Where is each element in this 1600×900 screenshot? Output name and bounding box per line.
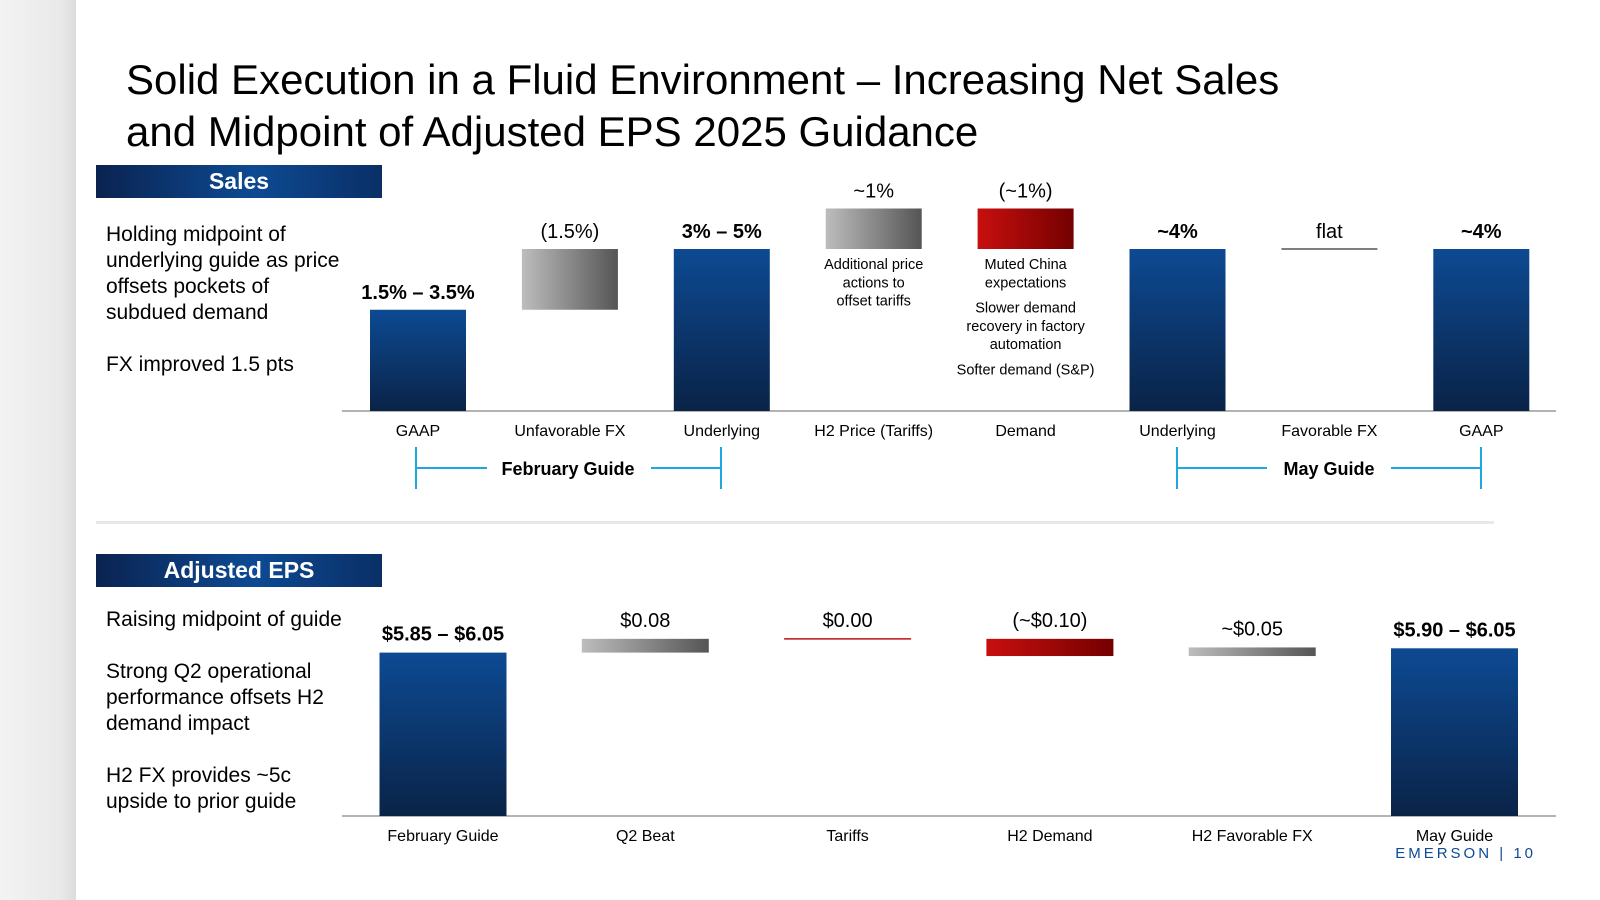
sales-category-label-5: Demand (995, 423, 1055, 440)
eps-desc-1: Raising midpoint of guide (106, 608, 342, 631)
sales-description: Holding midpoint of underlying guide as … (106, 222, 346, 404)
title-line-1: Solid Execution in a Fluid Environment –… (126, 56, 1280, 103)
sales-note-4-1: Additional price (824, 257, 923, 273)
eps-value-label-3: $0.00 (823, 610, 873, 632)
eps-bar-5 (1188, 647, 1316, 657)
may-guide-bracket: May Guide (1176, 447, 1482, 489)
sales-value-label-7: flat (1316, 221, 1343, 243)
sales-note-5-5: automation (990, 337, 1062, 353)
page-title: Solid Execution in a Fluid Environment –… (126, 54, 1426, 158)
eps-category-label-5: H2 Favorable FX (1192, 828, 1313, 845)
footer-separator: | (1499, 845, 1514, 862)
sales-category-label-3: Underlying (684, 423, 760, 440)
eps-bar-1 (379, 652, 507, 816)
title-line-2: and Midpoint of Adjusted EPS 2025 Guidan… (126, 108, 979, 155)
eps-category-label-4: H2 Demand (1007, 828, 1092, 845)
eps-category-label-6: May Guide (1416, 828, 1493, 845)
sales-note-4-3: offset tariffs (836, 294, 910, 310)
sales-value-label-2: (1.5%) (540, 221, 599, 243)
footer-brand: EMERSON | 10 (1395, 845, 1536, 862)
sales-note-5-2: expectations (985, 275, 1066, 291)
sales-bar-3 (673, 249, 770, 411)
sales-note-4-2: actions to (843, 275, 905, 291)
sales-category-label-7: Favorable FX (1281, 423, 1377, 440)
may-guide-label: May Guide (1283, 459, 1374, 479)
eps-bar-6 (1391, 648, 1518, 816)
left-margin-strip (0, 0, 76, 900)
eps-category-label-2: Q2 Beat (616, 828, 675, 845)
eps-value-label-4: (~$0.10) (1012, 610, 1087, 632)
sales-category-label-2: Unfavorable FX (514, 423, 625, 440)
footer-page-number: 10 (1513, 845, 1536, 862)
sales-note-5-6: Softer demand (S&P) (957, 363, 1095, 379)
sales-value-label-1: 1.5% – 3.5% (361, 282, 475, 304)
eps-category-label-3: Tariffs (826, 828, 868, 845)
sales-category-label-6: Underlying (1139, 423, 1215, 440)
eps-value-label-6: $5.90 – $6.05 (1393, 619, 1515, 641)
sales-note-5-1: Muted China (984, 257, 1067, 273)
footer-brand-name: EMERSON (1395, 845, 1493, 862)
eps-bar-4 (986, 638, 1114, 657)
sales-value-label-4: ~1% (853, 181, 894, 203)
sales-bar-6 (1129, 249, 1226, 411)
sales-section-header: Sales (96, 165, 382, 198)
sales-category-label-4: H2 Price (Tariffs) (814, 423, 933, 440)
sales-bar-2 (521, 249, 618, 310)
sales-category-label-1: GAAP (396, 423, 440, 440)
eps-section-header: Adjusted EPS (96, 554, 382, 587)
sales-bar-8 (1433, 249, 1530, 411)
february-guide-bracket: February Guide (415, 447, 722, 489)
eps-description: Raising midpoint of guide Strong Q2 oper… (106, 607, 356, 841)
eps-desc-2: Strong Q2 operational performance offset… (106, 660, 324, 735)
sales-value-label-6: ~4% (1157, 221, 1198, 243)
sales-note-5-3: Slower demand (975, 301, 1076, 317)
eps-value-label-1: $5.85 – $6.05 (382, 624, 504, 646)
sales-desc-1: Holding midpoint of underlying guide as … (106, 223, 340, 324)
section-divider (96, 521, 1494, 524)
sales-value-label-8: ~4% (1461, 221, 1502, 243)
sales-bar-5 (977, 208, 1074, 249)
eps-value-label-2: $0.08 (620, 610, 670, 632)
sales-desc-2: FX improved 1.5 pts (106, 353, 294, 376)
sales-bar-1 (370, 309, 466, 411)
sales-value-label-3: 3% – 5% (682, 221, 762, 243)
eps-category-label-1: February Guide (387, 828, 498, 845)
eps-value-label-5: ~$0.05 (1221, 618, 1283, 640)
sales-category-label-8: GAAP (1459, 423, 1503, 440)
february-guide-label: February Guide (501, 459, 634, 479)
eps-bar-2 (581, 638, 709, 653)
sales-bar-4 (825, 208, 922, 249)
eps-desc-3: H2 FX provides ~5c upside to prior guide (106, 764, 297, 813)
sales-note-5-4: recovery in factory (966, 319, 1085, 335)
sales-value-label-5: (~1%) (999, 181, 1053, 203)
